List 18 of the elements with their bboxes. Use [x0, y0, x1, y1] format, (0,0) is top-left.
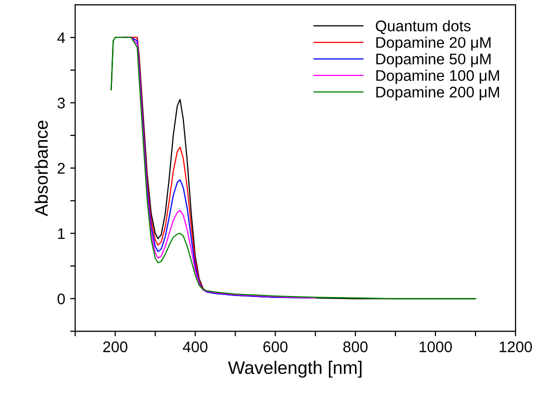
legend-label: Dopamine 100 μM: [376, 70, 499, 84]
y-tick-label: 2: [58, 162, 65, 174]
x-tick-label: 600: [263, 341, 288, 352]
legend-label: Quantum dots: [376, 20, 471, 34]
x-tick-label: 200: [103, 341, 128, 352]
legend-label: Dopamine 200 μM: [376, 86, 499, 100]
y-tick-label: 0: [58, 294, 65, 304]
x-tick-label: 400: [182, 341, 208, 352]
y-axis-title: Absorbance: [34, 120, 48, 216]
x-tick-label: 1000: [420, 341, 452, 352]
x-tick-label: 800: [343, 341, 368, 352]
legend-label: Dopamine 20 μM: [376, 36, 490, 51]
y-tick-label: 3: [58, 98, 65, 108]
y-tick-label: 4: [57, 32, 66, 44]
x-axis-title: Wavelength [nm]: [228, 360, 362, 378]
legend-label: Dopamine 50 μM: [376, 53, 490, 68]
x-tick-label: 1200: [500, 341, 532, 352]
y-tick-label: 1: [58, 228, 65, 239]
